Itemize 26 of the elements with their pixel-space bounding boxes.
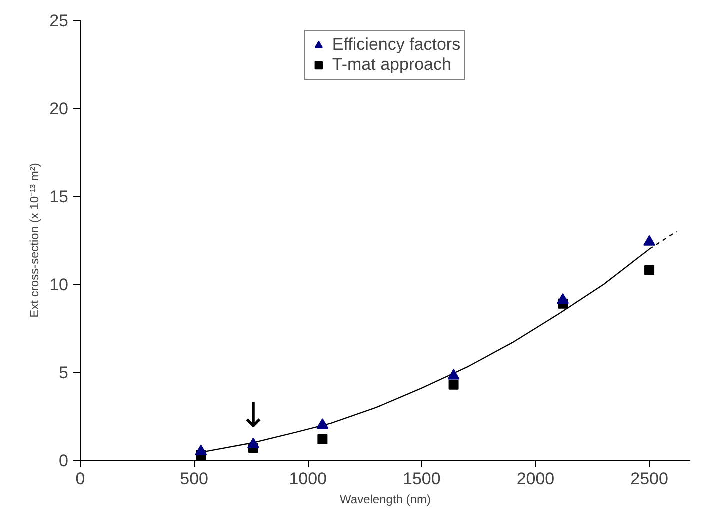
point	[195, 444, 208, 456]
point	[448, 369, 460, 380]
point	[644, 265, 655, 276]
y-tick-label: 25	[50, 12, 69, 30]
y-tick-label: 20	[50, 100, 69, 118]
y-tick-label: 15	[50, 188, 69, 206]
point	[557, 293, 570, 304]
point	[448, 380, 459, 390]
point	[318, 434, 328, 444]
x-tick-label: 0	[76, 470, 86, 488]
x-axis-title: Wavelength (nm)	[340, 492, 431, 506]
y-tick-label: 0	[59, 452, 69, 470]
point	[316, 418, 329, 429]
legend-label: T-mat approach	[332, 55, 452, 75]
y-tick-label: 5	[59, 364, 69, 382]
x-tick-label: 1500	[403, 470, 441, 488]
y-tick-label: 10	[50, 276, 69, 294]
y-axis-title: Ext cross-section (x 10⁻¹³ m²)	[28, 163, 42, 318]
annotation: ↓	[239, 396, 268, 436]
point	[247, 438, 260, 448]
point	[644, 235, 656, 246]
x-tick-label: 2000	[516, 470, 555, 488]
x-tick-label: 500	[180, 470, 208, 488]
x-tick-label: 2500	[630, 470, 668, 488]
legend-label: Efficiency factors	[332, 35, 461, 55]
x-tick-label: 1000	[289, 470, 328, 488]
